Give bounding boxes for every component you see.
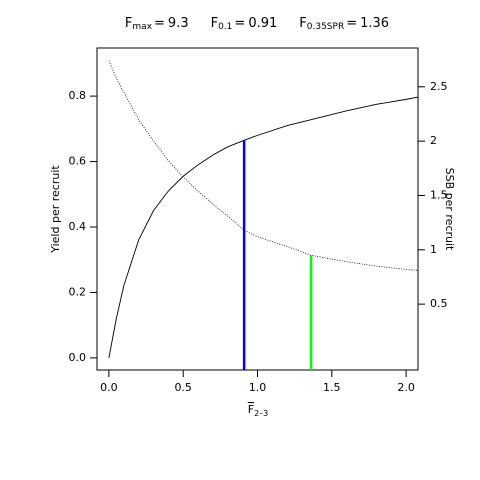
y-axis-label: Yield per recruit bbox=[49, 165, 62, 254]
title-relation: = bbox=[154, 16, 165, 31]
title-symbol: F bbox=[299, 16, 306, 31]
y-tick-label: 0.0 bbox=[69, 351, 87, 364]
x-tick-label: 1.5 bbox=[323, 381, 341, 394]
y-tick-label: 0.2 bbox=[69, 285, 87, 298]
title-subscript: 0.35SPR bbox=[307, 22, 344, 32]
title-symbol: F bbox=[211, 16, 218, 31]
x-tick-label: 1.0 bbox=[249, 381, 267, 394]
title-value: 0.91 bbox=[248, 16, 277, 31]
title-relation: = bbox=[234, 16, 245, 31]
title-subscript: 0.1 bbox=[218, 22, 232, 32]
x-tick-label: 0.5 bbox=[174, 381, 192, 394]
title-value: 9.3 bbox=[168, 16, 189, 31]
chart-title: Fmax = 9.3 F0.1 = 0.91 F0.35SPR = 1.36 bbox=[125, 16, 389, 32]
y-tick-label: 0.4 bbox=[69, 220, 87, 233]
x-axis-label: F2–3 bbox=[248, 403, 269, 418]
y-tick-label: 0.6 bbox=[69, 155, 87, 168]
y2-tick-label: 2 bbox=[430, 134, 437, 147]
y2-tick-label: 1 bbox=[430, 243, 437, 256]
y2-tick-label: 1.5 bbox=[430, 188, 448, 201]
y2-tick-label: 2.5 bbox=[430, 80, 448, 93]
x-tick-label: 2.0 bbox=[397, 381, 415, 394]
y2-tick-label: 0.5 bbox=[430, 297, 448, 310]
y-tick-label: 0.8 bbox=[69, 89, 87, 102]
x-label-subscript: 2–3 bbox=[254, 409, 268, 418]
title-relation: = bbox=[346, 16, 357, 31]
title-subscript: max bbox=[132, 22, 152, 32]
x-tick-label: 0.0 bbox=[100, 381, 118, 394]
series-line bbox=[108, 96, 419, 358]
x-label-symbol: F bbox=[248, 403, 254, 416]
title-value: 1.36 bbox=[360, 16, 389, 31]
series-line bbox=[108, 60, 419, 271]
title-symbol: F bbox=[125, 16, 132, 31]
y2-axis-label: SSB per recruit bbox=[443, 168, 456, 251]
